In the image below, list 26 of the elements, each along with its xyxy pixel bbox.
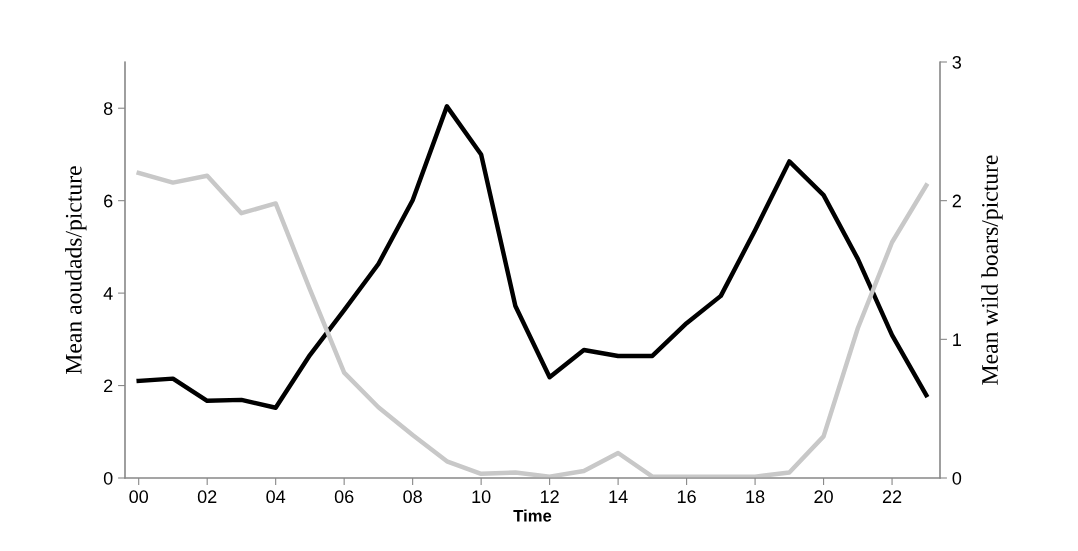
x-tick-label: 10 <box>472 490 491 504</box>
y-tick-label: 8 <box>103 102 113 115</box>
x-tick-label: 00 <box>129 490 149 504</box>
y-tick-label: 6 <box>104 194 113 208</box>
x-tick-label: 12 <box>540 490 559 503</box>
line-series <box>136 104 929 410</box>
x-tick-label: 14 <box>609 490 628 503</box>
y2-axis-title: Mean wild boars/picture <box>981 155 1003 385</box>
line-series <box>136 170 929 478</box>
y-tick-label: 2 <box>104 379 113 393</box>
y2-tick-label: 2 <box>952 194 961 208</box>
y2-tick-label: 1 <box>953 333 961 346</box>
y-axis-title: Mean aoudads/picture <box>65 166 87 374</box>
x-tick-label: 08 <box>403 490 422 504</box>
x-tick-label: 18 <box>746 490 765 504</box>
y2-tick-label: 3 <box>952 55 962 69</box>
x-tick-label: 22 <box>882 490 902 503</box>
y-tick-label: 0 <box>103 471 113 485</box>
x-tick-label: 20 <box>814 490 833 504</box>
y-tick-label: 4 <box>103 287 113 300</box>
x-tick-label: 04 <box>266 490 286 504</box>
x-tick-label: 16 <box>677 490 696 504</box>
x-tick-label: 02 <box>197 490 217 504</box>
x-axis-title: Time <box>513 509 552 522</box>
x-tick-label: 06 <box>334 490 354 504</box>
y2-tick-label: 0 <box>952 471 962 485</box>
